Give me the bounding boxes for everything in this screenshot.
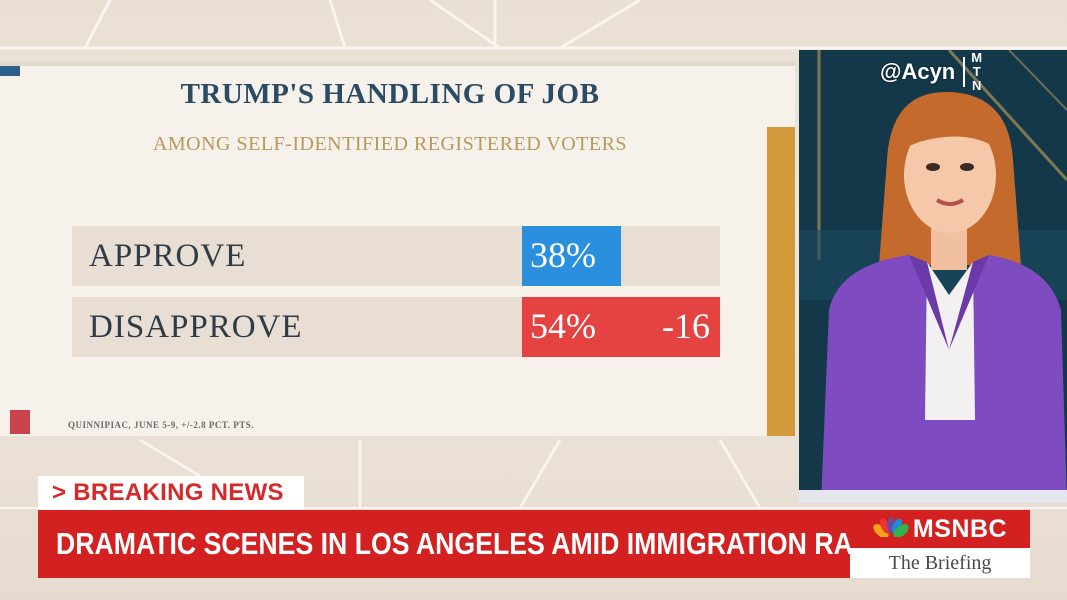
poll-source: QUINNIPIAC, JUNE 5-9, +/-2.8 PCT. PTS. xyxy=(68,420,254,430)
headline-bar: DRAMATIC SCENES IN LOS ANGELES AMID IMMI… xyxy=(38,510,897,578)
network-branding: MSNBC The Briefing xyxy=(850,510,1030,578)
peacock-icon xyxy=(872,517,909,541)
poll-title: TRUMP'S HANDLING OF JOB xyxy=(180,78,600,110)
show-name: The Briefing xyxy=(888,552,992,574)
breaking-news-label: > BREAKING NEWS xyxy=(52,479,284,506)
source-marker xyxy=(10,410,30,434)
watermark-handle: @Acyn xyxy=(880,59,956,84)
breaking-news-tab: > BREAKING NEWS xyxy=(38,476,304,510)
anchor-illustration xyxy=(799,50,1067,503)
poll-value-disapprove: 54% -16 xyxy=(522,297,720,357)
watermark: @Acyn M T N xyxy=(880,51,982,93)
watermark-divider xyxy=(963,57,966,87)
poll-row-disapprove: DISAPPROVE 54% -16 xyxy=(72,297,720,357)
network-name: MSNBC xyxy=(912,514,1008,543)
poll-value-disapprove-text: 54% xyxy=(530,306,596,346)
watermark-logo-letter: T xyxy=(972,64,981,79)
poll-label-approve: APPROVE xyxy=(89,238,247,274)
watermark-logo: M T N xyxy=(971,51,982,93)
poll-value-approve: 38% xyxy=(522,226,621,286)
panel-accent-stripe xyxy=(0,66,20,76)
poll-subtitle: AMONG SELF-IDENTIFIED REGISTERED VOTERS xyxy=(152,133,628,155)
network-logo-bar: MSNBC xyxy=(850,510,1030,548)
poll-net-margin: -16 xyxy=(662,306,710,346)
watermark-logo-letter: N xyxy=(971,78,982,93)
poll-row-approve: APPROVE 38% xyxy=(72,226,720,286)
poll-label-disapprove: DISAPPROVE xyxy=(89,309,303,345)
watermark-logo-letter: M xyxy=(971,50,983,65)
poll-accent-bar xyxy=(767,127,795,436)
anchor-video xyxy=(799,50,1067,503)
headline-text: DRAMATIC SCENES IN LOS ANGELES AMID IMMI… xyxy=(56,526,898,561)
